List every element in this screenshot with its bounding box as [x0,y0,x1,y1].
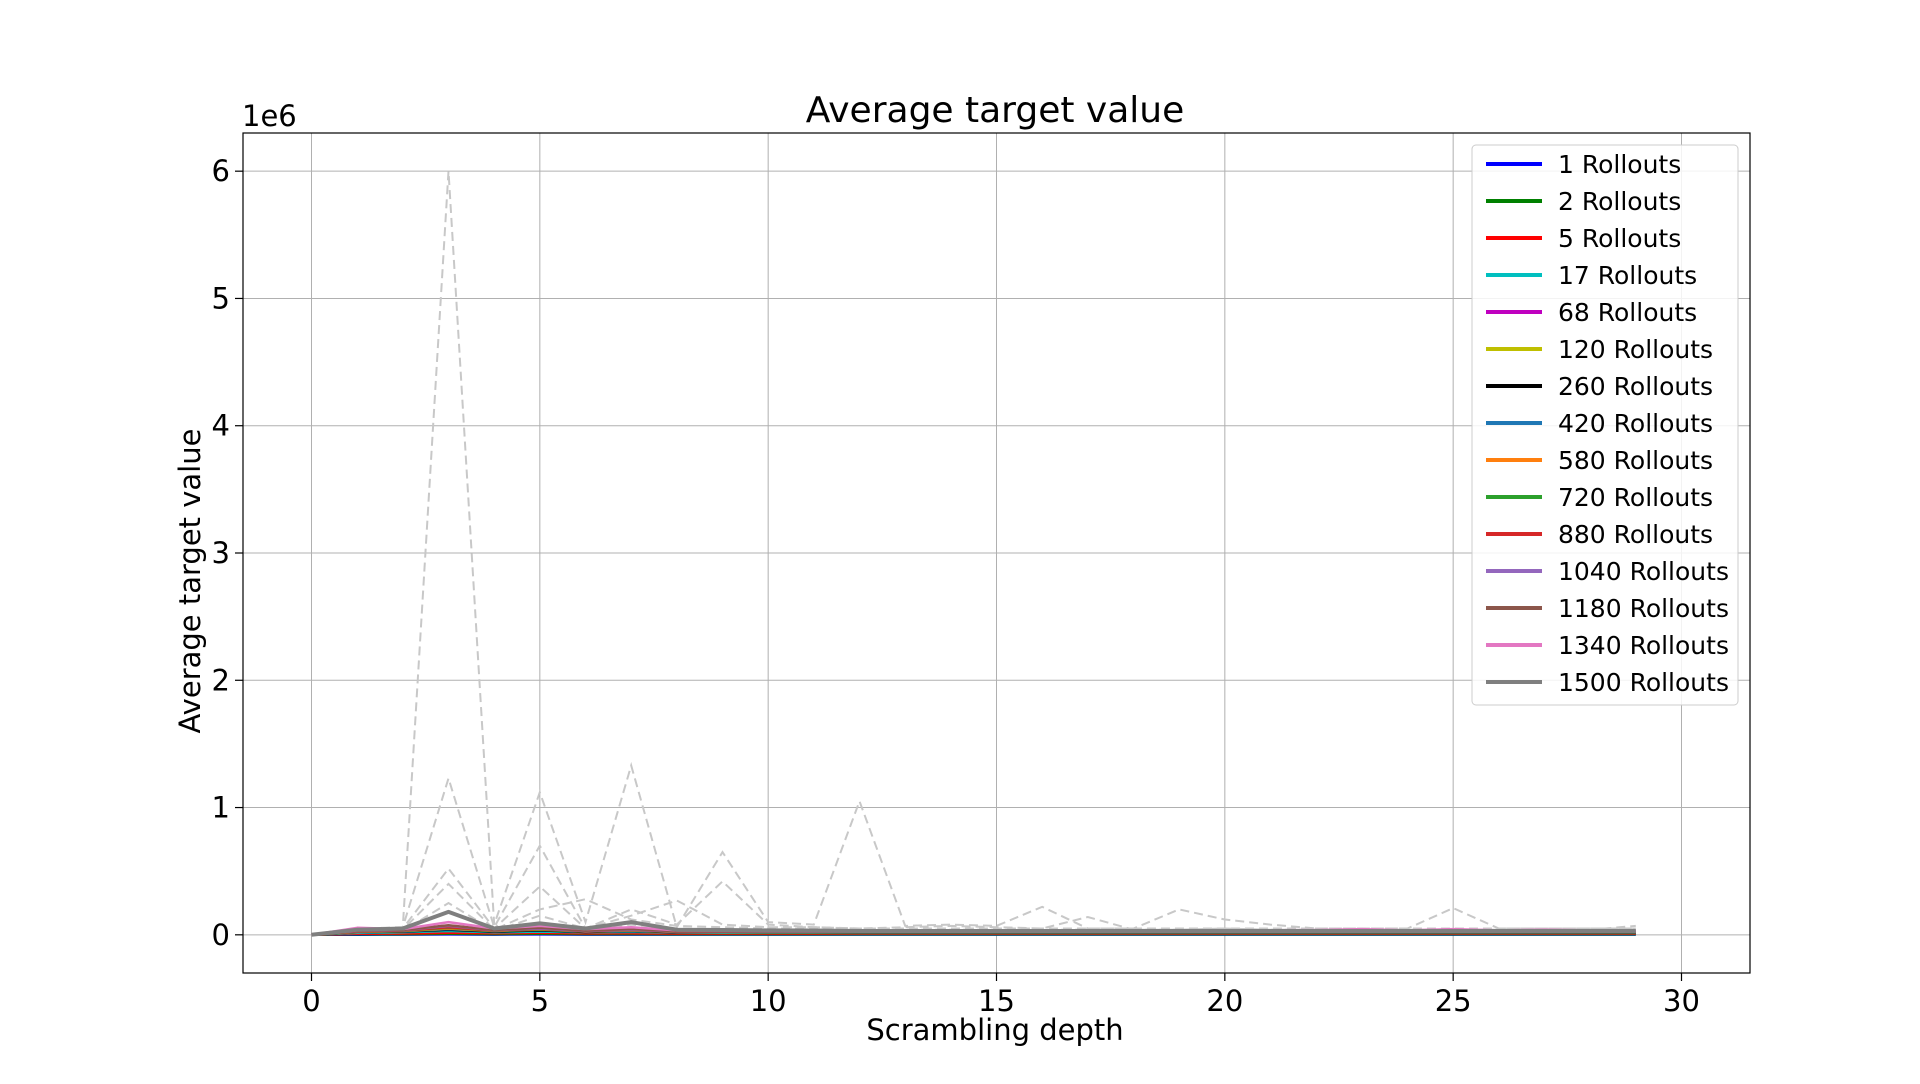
legend-label: 1 Rollouts [1558,150,1681,179]
y-tick-label: 0 [212,918,230,952]
legend-label: 1040 Rollouts [1558,557,1729,586]
x-axis-label: Scrambling depth [866,1013,1123,1047]
y-scale-label: 1e6 [242,99,297,133]
x-tick-label: 0 [302,984,320,1018]
x-tick-label: 5 [531,984,549,1018]
y-tick-label: 1 [212,791,230,825]
y-tick-label: 6 [212,154,230,188]
x-tick-label: 15 [978,984,1015,1018]
y-tick-label: 2 [212,663,230,697]
legend-label: 1340 Rollouts [1558,631,1729,660]
legend-label: 1500 Rollouts [1558,668,1729,697]
legend-label: 68 Rollouts [1558,298,1697,327]
x-tick-label: 10 [750,984,787,1018]
legend-label: 120 Rollouts [1558,335,1713,364]
legend-label: 2 Rollouts [1558,187,1681,216]
legend-label: 720 Rollouts [1558,483,1713,512]
chart-title: Average target value [806,90,1185,131]
y-axis-label: Average target value [173,429,207,734]
legend-label: 420 Rollouts [1558,409,1713,438]
legend-label: 5 Rollouts [1558,224,1681,253]
background-series-line [312,778,1636,935]
legend-label: 880 Rollouts [1558,520,1713,549]
y-tick-label: 5 [212,281,230,315]
legend-label: 260 Rollouts [1558,372,1713,401]
legend-label: 1180 Rollouts [1558,594,1729,623]
y-tick-label: 3 [212,536,230,570]
legend-label: 17 Rollouts [1558,261,1697,290]
legend-label: 580 Rollouts [1558,446,1713,475]
legend: 1 Rollouts 2 Rollouts 5 Rollouts 17 Rollout… [1472,145,1738,705]
x-tick-label: 20 [1206,984,1243,1018]
x-tick-label: 25 [1435,984,1472,1018]
y-tick-label: 4 [212,409,230,443]
x-tick-label: 30 [1663,984,1700,1018]
